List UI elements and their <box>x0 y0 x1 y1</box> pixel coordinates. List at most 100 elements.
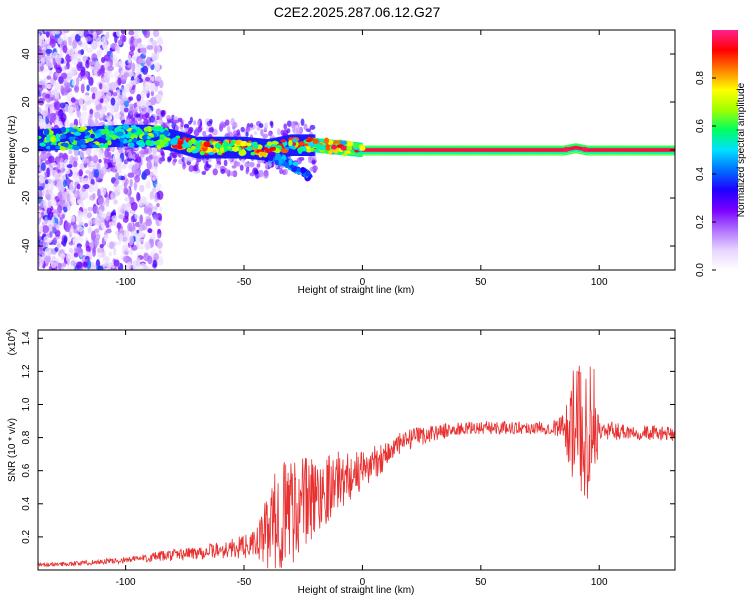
heatmap-cell <box>145 180 151 189</box>
heatmap-cell <box>672 145 675 147</box>
heatmap-cell <box>45 97 52 103</box>
heatmap-cell <box>39 256 44 267</box>
heatmap-cell <box>152 30 160 38</box>
heatmap-cell <box>73 252 79 258</box>
heatmap-cell <box>244 162 251 168</box>
heatmap-cell <box>223 141 229 148</box>
heatmap-cell <box>59 102 66 109</box>
heatmap-cell <box>253 143 259 150</box>
heatmap-cell <box>305 139 312 143</box>
x-tick-label: -50 <box>237 277 252 288</box>
heatmap-cell <box>101 143 106 148</box>
heatmap-cell <box>71 58 79 65</box>
heatmap-cell <box>249 122 254 129</box>
heatmap-cell <box>94 99 99 106</box>
y-tick-label: 0 <box>21 147 32 153</box>
heatmap-cell <box>55 110 59 116</box>
heatmap-cell <box>257 169 264 178</box>
heatmap-layer <box>38 30 675 270</box>
heatmap-cell <box>183 157 189 162</box>
heatmap-cell <box>110 191 117 201</box>
heatmap-cell <box>297 147 304 153</box>
snr-panel: -100 -50 0 50 100 0.2 0.4 0.6 0.8 1.0 1.2 1.4 Heig… <box>6 329 676 596</box>
heatmap-cell <box>85 169 91 175</box>
heatmap-cell <box>85 59 90 69</box>
heatmap-cell <box>135 113 141 118</box>
heatmap-cell <box>60 168 65 174</box>
y-tick-label: 20 <box>21 96 32 108</box>
heatmap-cell <box>98 30 103 34</box>
heatmap-cell <box>44 255 51 264</box>
heatmap-cell <box>86 47 94 54</box>
heatmap-cell <box>100 166 107 175</box>
heatmap-cell <box>324 137 330 144</box>
colorbar-ticks: 0.0 0.2 0.4 0.6 0.8 <box>695 71 716 277</box>
heatmap-cell <box>77 30 84 36</box>
heatmap-cell <box>94 64 100 72</box>
heatmap-cell <box>91 144 99 149</box>
heatmap-cell <box>165 114 171 119</box>
heatmap-cell <box>269 151 276 158</box>
heatmap-cell <box>224 119 230 126</box>
heatmap-cell <box>64 65 68 70</box>
heatmap-cell <box>191 145 196 151</box>
heatmap-cell <box>67 36 72 43</box>
heatmap-cell <box>49 230 53 238</box>
heatmap-cell <box>112 154 117 163</box>
heatmap-cell <box>69 181 75 192</box>
heatmap-cell <box>238 150 247 156</box>
heatmap-cell <box>288 139 293 147</box>
heatmap-cell <box>108 251 113 257</box>
heatmap-cell <box>71 79 77 87</box>
heatmap-cell <box>122 256 128 262</box>
heatmap-cell <box>298 141 304 147</box>
heatmap-cell <box>125 118 131 125</box>
heatmap-cell <box>143 118 149 126</box>
heatmap-cell <box>158 216 163 222</box>
heatmap-cell <box>63 202 69 208</box>
heatmap-cell <box>80 83 85 94</box>
heatmap-cell <box>99 244 104 249</box>
heatmap-cell <box>38 190 43 200</box>
heatmap-cell <box>107 117 111 122</box>
heatmap-cell <box>71 106 77 111</box>
heatmap-cell <box>66 187 70 194</box>
heatmap-cell <box>183 127 189 132</box>
heatmap-cell <box>119 184 125 190</box>
heatmap-cell <box>154 80 160 87</box>
snr-y-multiplier-exponent: 4 <box>6 332 13 336</box>
heatmap-cell <box>234 161 238 168</box>
heatmap-cell <box>127 131 132 138</box>
heatmap-cell <box>158 157 163 165</box>
heatmap-cell <box>157 242 163 249</box>
heatmap-cell <box>160 110 166 118</box>
heatmap-cell <box>54 33 60 39</box>
heatmap-cell <box>114 33 118 44</box>
heatmap-cell <box>114 112 121 120</box>
heatmap-cell <box>196 120 201 127</box>
heatmap-cell <box>68 247 74 254</box>
heatmap-cell <box>250 151 256 156</box>
colorbar-tick-label: 0.0 <box>695 263 706 277</box>
heatmap-cell <box>292 127 296 133</box>
heatmap-cell <box>262 133 268 139</box>
heatmap-cell <box>116 94 123 101</box>
heatmap-cell <box>140 67 144 73</box>
heatmap-cell <box>139 214 143 224</box>
heatmap-cell <box>105 228 112 234</box>
heatmap-cell <box>80 49 85 55</box>
heatmap-cell <box>149 82 156 93</box>
heatmap-cell <box>55 133 60 139</box>
heatmap-cell <box>115 157 123 167</box>
colorbar-tick-label: 0.4 <box>695 167 706 181</box>
heatmap-cell <box>75 76 80 87</box>
heatmap-cell <box>194 164 199 172</box>
heatmap-cell <box>126 261 132 270</box>
heatmap-cell <box>43 236 49 243</box>
heatmap-cell <box>83 183 90 190</box>
heatmap-cell <box>120 30 126 35</box>
heatmap-cell <box>231 146 240 152</box>
heatmap-cell <box>151 52 157 62</box>
heatmap-cell <box>88 155 93 162</box>
heatmap-cell <box>245 131 249 137</box>
